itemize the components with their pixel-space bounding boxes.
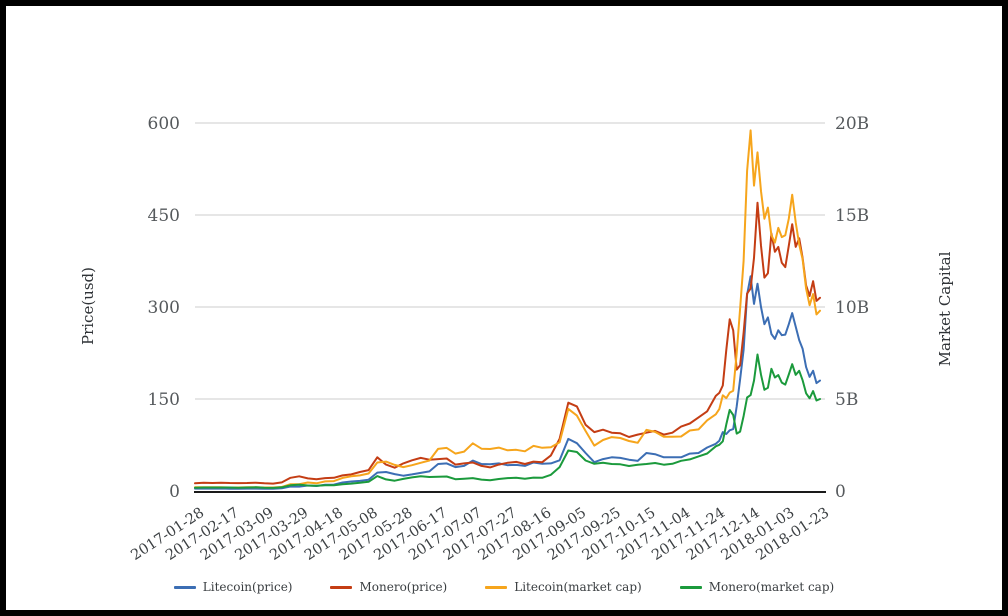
legend-label: Litecoin(price) (202, 580, 293, 594)
legend-item: Litecoin(price) (173, 580, 293, 594)
legend-label: Litecoin(market cap) (514, 580, 642, 594)
y-right-tick-label: 10B (835, 298, 869, 318)
legend-line-swatch (173, 585, 196, 589)
y-left-tick-label: 600 (148, 114, 180, 134)
series-line-monero-price (194, 201, 821, 485)
y-right-tick-label: 5B (835, 390, 858, 410)
legend-label: Monero(market cap) (708, 580, 835, 594)
legend-line-swatch (679, 585, 702, 589)
legend-item: Litecoin(market cap) (485, 580, 642, 594)
y-right-tick-label: 0 (835, 482, 846, 502)
y-left-tick-label: 300 (148, 298, 180, 318)
series-line-litecoin-market-cap (194, 129, 821, 489)
y-left-tick-label: 0 (169, 482, 180, 502)
legend-label: Monero(price) (359, 580, 448, 594)
legend-item: Monero(price) (330, 580, 447, 594)
series-line-litecoin-price (194, 275, 821, 490)
legend-line-swatch (485, 585, 508, 589)
y-left-tick-label: 450 (148, 206, 180, 226)
y-right-tick-label: 20B (835, 114, 869, 134)
legend-item: Monero(market cap) (679, 580, 835, 594)
legend-line-swatch (330, 585, 353, 589)
y-left-tick-label: 150 (148, 390, 180, 410)
y-right-tick-label: 15B (835, 206, 869, 226)
chart-legend: Litecoin(price) Monero(price) Litecoin(mar… (6, 580, 1002, 594)
chart-background: Price(usd) Market Capital Litecoin(price… (6, 6, 1002, 610)
series-line-monero-market-cap (194, 353, 821, 489)
